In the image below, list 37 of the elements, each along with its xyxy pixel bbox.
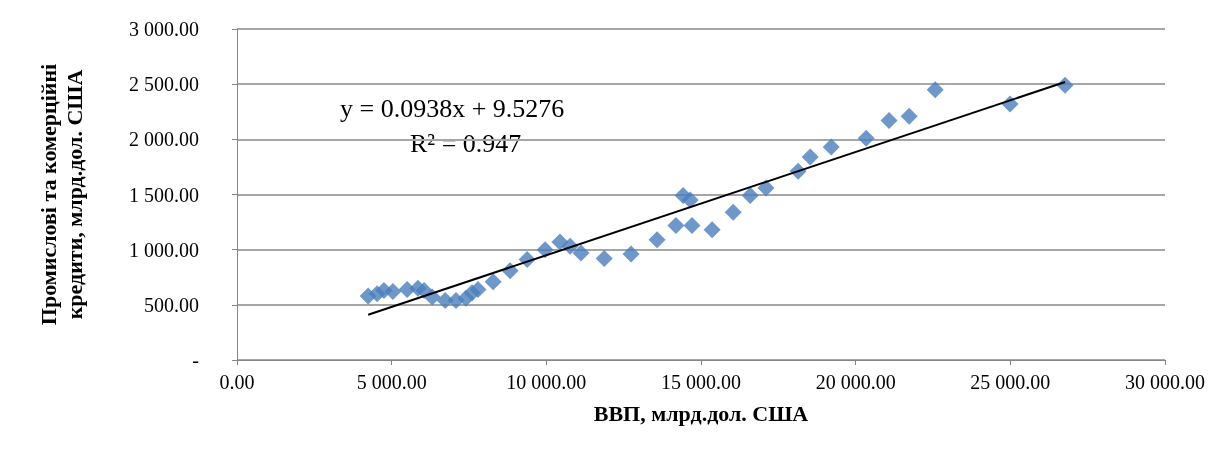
point (900, 107, 918, 125)
y-axis-title: Промислові та комерційні кредити, млрд.дол. США (35, 63, 87, 326)
y-tick-label: 2 000.00 (129, 128, 199, 151)
point (724, 203, 742, 221)
point (741, 187, 759, 205)
x-tick-label: 5 000.00 (356, 371, 427, 393)
point (880, 112, 898, 130)
point (757, 179, 775, 197)
point (926, 81, 944, 99)
y-tick-label: 1 000.00 (129, 238, 199, 261)
x-tick-label: 15 000.00 (661, 371, 741, 393)
point (648, 231, 666, 249)
y-tick-label: 3 000.00 (129, 18, 199, 40)
annotation: y = 0.0938x + 9.5276 (340, 93, 565, 123)
x-tick-label: 0.00 (219, 371, 255, 393)
point (484, 273, 502, 291)
point (384, 283, 402, 301)
x-tick-label: 30 000.00 (1125, 371, 1205, 393)
x-tick-label: 10 000.00 (506, 371, 587, 393)
point (622, 245, 640, 263)
y-tick-label: 500.00 (144, 293, 199, 316)
x-tick-label: 20 000.00 (815, 371, 896, 393)
point (572, 244, 590, 262)
point (667, 216, 685, 234)
point (469, 280, 487, 298)
y-tick-label: 2 500.00 (129, 73, 199, 96)
point (595, 249, 613, 267)
y-tick-label: 1 500.00 (129, 183, 199, 206)
x-axis-title: ВВП, млрд.дол. США (593, 400, 809, 426)
point (681, 191, 699, 209)
point (857, 129, 875, 147)
point (703, 221, 721, 239)
point (683, 216, 701, 234)
point (801, 148, 819, 166)
point (822, 138, 840, 156)
y-tick-label: - (192, 349, 199, 371)
x-tick-label: 25 000.00 (970, 371, 1051, 393)
